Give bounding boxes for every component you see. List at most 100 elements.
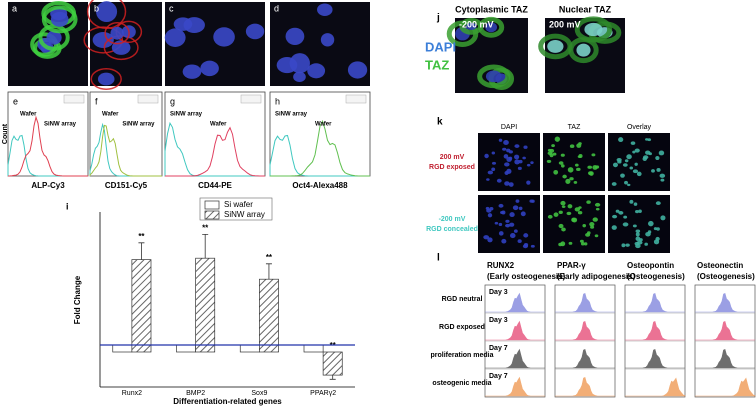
column-note: (Osteogenesis) [627, 272, 685, 281]
nucleus [182, 64, 202, 79]
nucleus [656, 167, 661, 172]
curve-label: SiNW array [170, 112, 203, 118]
histogram-curve [625, 320, 685, 341]
column-note: (Osteogenesis) [697, 272, 755, 281]
nucleus [504, 162, 510, 167]
histogram-frame [164, 91, 266, 177]
nucleus [554, 136, 561, 142]
curve-label: SiNW array [44, 122, 77, 128]
nucleus [618, 211, 624, 215]
nucleus [560, 153, 565, 157]
nucleus [585, 233, 591, 237]
histogram-frame [7, 91, 89, 177]
error-bar [202, 234, 209, 259]
nucleus [584, 22, 603, 37]
nucleus [500, 211, 504, 215]
row-label: osteogenic media [432, 380, 491, 387]
nucleus [560, 200, 566, 206]
nucleus [515, 199, 520, 203]
nucleus [653, 239, 660, 245]
panel-label: g [170, 96, 175, 106]
panel-label: j [436, 13, 440, 24]
column-label: DAPI [501, 124, 517, 131]
nucleus [523, 243, 529, 247]
nucleus [92, 31, 114, 49]
nucleus [655, 156, 660, 161]
nucleus [656, 227, 660, 231]
nucleus [595, 207, 600, 211]
column-note: (Early adipogenesis) [557, 272, 636, 281]
nucleus [547, 214, 553, 219]
nucleus [632, 224, 637, 228]
image-bg [478, 195, 540, 253]
histogram-frame [269, 91, 371, 177]
histogram-curve [695, 348, 755, 369]
nucleus [485, 22, 498, 33]
x-tick-label: Sox9 [251, 390, 267, 397]
nucleus [622, 163, 628, 167]
nucleus [514, 154, 520, 160]
nucleus [573, 180, 578, 184]
nucleus [576, 143, 582, 148]
nucleus [611, 182, 617, 186]
histogram-curve [269, 134, 370, 177]
column-label: Overlay [627, 124, 652, 131]
row-label: RGD exposed [429, 164, 475, 171]
nucleus [629, 166, 634, 170]
nucleus [591, 153, 596, 157]
nucleus [612, 214, 618, 219]
column-note: (Early osteogenesis) [487, 272, 566, 281]
nucleus [623, 215, 628, 219]
nucleus [589, 171, 594, 176]
nucleus [517, 166, 522, 171]
legend-swatch [204, 210, 220, 220]
nucleus [498, 231, 504, 236]
day-label: Day 7 [489, 373, 508, 380]
row-label: RGD exposed [439, 324, 485, 331]
histogram-curve [625, 292, 685, 313]
nucleus [634, 209, 639, 214]
nucleus [568, 241, 573, 245]
micrograph [608, 195, 670, 253]
nucleus [506, 156, 512, 162]
legend-box [137, 94, 159, 104]
voltage-label: -200 mV [459, 19, 494, 29]
histogram-curve [695, 377, 756, 397]
nucleus [578, 206, 582, 209]
row-label: proliferation media [430, 352, 493, 359]
nucleus [635, 229, 641, 233]
nucleus [624, 180, 628, 185]
nucleus [508, 182, 514, 187]
x-axis-label: ALP-Cy3 [31, 181, 65, 190]
histogram-frame [89, 91, 163, 177]
nucleus [633, 202, 638, 206]
histogram-curve [485, 292, 545, 313]
curve-label: SiNW array [122, 122, 155, 128]
nucleus [531, 199, 535, 203]
nucleus [484, 153, 489, 159]
nucleus [576, 43, 591, 57]
nucleus [466, 22, 477, 31]
day-label: Day 3 [489, 289, 508, 296]
nucleus [553, 212, 559, 217]
nucleus [558, 161, 564, 165]
row-label: RGD neutral [442, 296, 483, 303]
significance: ** [266, 253, 273, 262]
nucleus [589, 222, 595, 227]
histogram-curve [485, 376, 545, 397]
nucleus [276, 57, 298, 74]
bar [303, 344, 324, 353]
nucleus [586, 200, 591, 204]
nucleus [509, 222, 515, 227]
cytoplasm [90, 67, 122, 90]
nucleus [549, 148, 555, 153]
x-tick-label: BMP2 [186, 390, 205, 397]
nucleus [560, 241, 566, 247]
histogram-curve [555, 292, 615, 313]
nucleus [512, 205, 519, 211]
micrograph [478, 133, 540, 191]
nucleus [553, 169, 559, 175]
column-title: RUNX2 [487, 261, 515, 270]
legend-frame [199, 197, 273, 221]
